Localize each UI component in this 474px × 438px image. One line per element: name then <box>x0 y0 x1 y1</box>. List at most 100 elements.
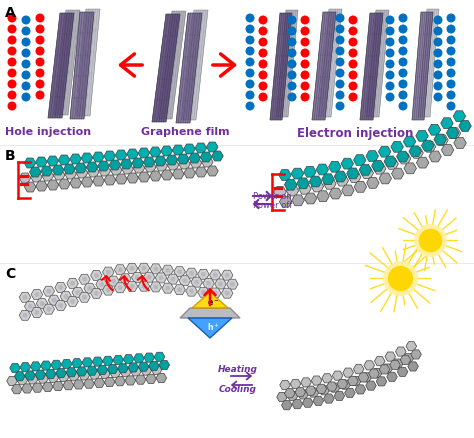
Circle shape <box>336 47 344 55</box>
Circle shape <box>58 285 63 290</box>
Circle shape <box>434 27 442 35</box>
Circle shape <box>99 282 104 287</box>
Text: Electron injection: Electron injection <box>297 127 413 140</box>
Circle shape <box>399 14 407 22</box>
Circle shape <box>399 102 407 110</box>
Circle shape <box>301 60 309 68</box>
Circle shape <box>349 60 357 68</box>
Circle shape <box>301 93 309 101</box>
Circle shape <box>194 279 199 285</box>
Circle shape <box>165 286 170 291</box>
Circle shape <box>336 80 344 88</box>
Circle shape <box>106 288 111 293</box>
Circle shape <box>447 91 455 99</box>
Circle shape <box>447 58 455 66</box>
Circle shape <box>259 71 267 79</box>
Circle shape <box>87 286 92 291</box>
Circle shape <box>8 91 16 99</box>
Circle shape <box>225 291 230 296</box>
Circle shape <box>301 38 309 46</box>
Circle shape <box>336 69 344 77</box>
Circle shape <box>301 71 309 79</box>
Circle shape <box>399 80 407 88</box>
Circle shape <box>118 267 123 272</box>
Circle shape <box>8 47 16 55</box>
Circle shape <box>165 268 170 272</box>
Circle shape <box>35 310 39 315</box>
Circle shape <box>246 80 254 88</box>
Circle shape <box>336 58 344 66</box>
Circle shape <box>27 304 33 309</box>
Circle shape <box>447 69 455 77</box>
Circle shape <box>153 284 158 290</box>
Circle shape <box>399 25 407 33</box>
Circle shape <box>246 36 254 44</box>
Circle shape <box>386 93 394 101</box>
Circle shape <box>288 49 296 57</box>
Circle shape <box>82 277 87 282</box>
Circle shape <box>189 271 194 276</box>
Circle shape <box>171 277 175 282</box>
Circle shape <box>349 16 357 24</box>
Polygon shape <box>76 9 100 116</box>
Text: C: C <box>5 267 15 281</box>
Circle shape <box>58 303 63 308</box>
Circle shape <box>106 270 111 275</box>
Circle shape <box>434 71 442 79</box>
Circle shape <box>35 292 39 297</box>
Circle shape <box>94 291 99 296</box>
Circle shape <box>447 102 455 110</box>
Circle shape <box>336 91 344 99</box>
Circle shape <box>246 102 254 110</box>
Circle shape <box>336 14 344 22</box>
Circle shape <box>22 82 30 90</box>
Circle shape <box>36 47 44 55</box>
Circle shape <box>22 93 30 101</box>
Polygon shape <box>276 10 298 117</box>
Text: e$^-$: e$^-$ <box>207 298 219 308</box>
Circle shape <box>349 93 357 101</box>
Circle shape <box>36 36 44 44</box>
Circle shape <box>141 266 146 271</box>
Circle shape <box>447 25 455 33</box>
Circle shape <box>447 36 455 44</box>
Circle shape <box>399 47 407 55</box>
Circle shape <box>230 282 235 287</box>
Text: h$^+$: h$^+$ <box>207 321 219 333</box>
Circle shape <box>288 60 296 68</box>
Circle shape <box>246 58 254 66</box>
Circle shape <box>8 14 16 22</box>
Circle shape <box>111 279 116 284</box>
Polygon shape <box>70 12 94 119</box>
Circle shape <box>259 60 267 68</box>
Circle shape <box>189 289 194 293</box>
Circle shape <box>447 80 455 88</box>
Polygon shape <box>54 10 80 115</box>
Polygon shape <box>158 11 186 119</box>
Circle shape <box>135 275 140 280</box>
Circle shape <box>22 16 30 24</box>
Polygon shape <box>270 13 292 120</box>
Circle shape <box>288 38 296 46</box>
Circle shape <box>75 290 80 295</box>
Circle shape <box>349 27 357 35</box>
Polygon shape <box>366 10 389 117</box>
Circle shape <box>246 91 254 99</box>
Circle shape <box>301 82 309 90</box>
Circle shape <box>8 102 16 110</box>
Circle shape <box>399 69 407 77</box>
Circle shape <box>36 25 44 33</box>
Text: A: A <box>5 6 16 20</box>
Polygon shape <box>312 12 336 120</box>
Polygon shape <box>418 9 439 117</box>
Circle shape <box>82 295 87 300</box>
Circle shape <box>213 290 218 296</box>
Polygon shape <box>182 10 208 120</box>
Circle shape <box>177 287 182 292</box>
Circle shape <box>399 58 407 66</box>
Circle shape <box>399 91 407 99</box>
Circle shape <box>129 266 135 271</box>
Circle shape <box>22 295 27 300</box>
Circle shape <box>246 69 254 77</box>
Circle shape <box>70 281 75 286</box>
